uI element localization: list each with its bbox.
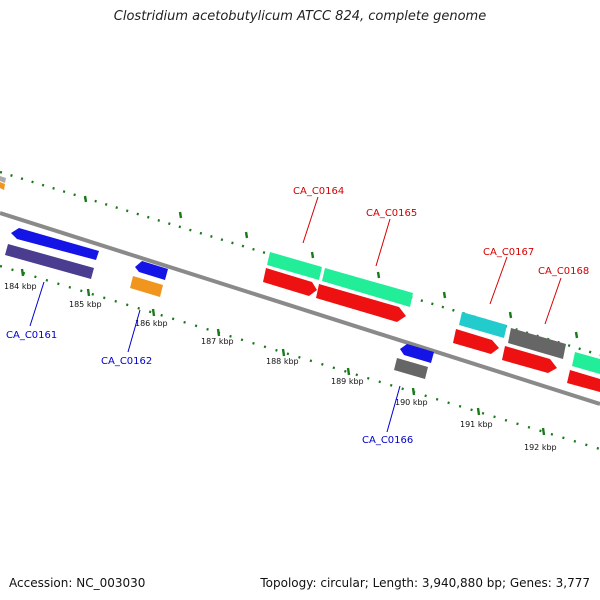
gene-label-reverse[interactable]: CA_C0162	[101, 356, 152, 367]
accession-text: Accession: NC_003030	[9, 576, 146, 590]
gene-label-forward[interactable]: CA_C0168	[538, 266, 589, 277]
inner-tick-ring	[0, 264, 600, 451]
gene-feature-red[interactable]	[263, 268, 317, 296]
outer-major-ticks	[83, 195, 579, 339]
reverse-label-leaders	[29, 281, 401, 433]
gene-feature-green[interactable]	[322, 268, 413, 307]
gene-feature-cyan[interactable]	[459, 312, 507, 338]
gene-feature-purple[interactable]	[5, 244, 94, 279]
genome-backbone	[0, 211, 600, 406]
scale-label: 189 kbp	[331, 377, 364, 386]
gene-feature-partial[interactable]	[0, 176, 6, 183]
gene-feature-red[interactable]	[567, 370, 600, 392]
gene-feature-partial[interactable]	[0, 182, 5, 190]
scale-label: 192 kbp	[524, 443, 557, 452]
gene-label-reverse[interactable]: CA_C0166	[362, 435, 413, 446]
gene-feature-red[interactable]	[502, 346, 557, 373]
gene-label-reverse[interactable]: CA_C0161	[6, 330, 57, 341]
scale-label: 184 kbp	[4, 282, 37, 291]
genome-summary-text: Topology: circular; Length: 3,940,880 bp…	[260, 576, 590, 590]
scale-label: 191 kbp	[460, 420, 493, 429]
scale-label: 188 kbp	[266, 357, 299, 366]
gene-feature-orange[interactable]	[130, 276, 163, 297]
gene-feature-green[interactable]	[267, 252, 322, 280]
gene-feature-blue[interactable]	[11, 228, 99, 260]
gene-feature-grey[interactable]	[394, 358, 428, 379]
gene-feature-blue[interactable]	[135, 261, 168, 280]
scale-label: 190 kbp	[395, 398, 428, 407]
scale-label: 186 kbp	[135, 319, 168, 328]
gene-feature-blue[interactable]	[400, 344, 434, 363]
gene-label-forward[interactable]: CA_C0167	[483, 247, 534, 258]
gene-label-forward[interactable]: CA_C0165	[366, 208, 417, 219]
scale-label: 187 kbp	[201, 337, 234, 346]
forward-label-leaders	[302, 196, 562, 325]
map-title: Clostridium acetobutylicum ATCC 824, com…	[113, 9, 487, 24]
gene-feature-red[interactable]	[316, 284, 406, 322]
scale-label: 185 kbp	[69, 300, 102, 309]
scale-ticks	[20, 268, 546, 436]
gene-label-forward[interactable]: CA_C0164	[293, 186, 344, 197]
gene-feature-red[interactable]	[453, 329, 499, 354]
scale-labels: 184 kbp 185 kbp 186 kbp 187 kbp 188 kbp …	[4, 282, 557, 452]
gene-feature-grey[interactable]	[508, 328, 566, 359]
gene-feature-green[interactable]	[572, 352, 600, 374]
